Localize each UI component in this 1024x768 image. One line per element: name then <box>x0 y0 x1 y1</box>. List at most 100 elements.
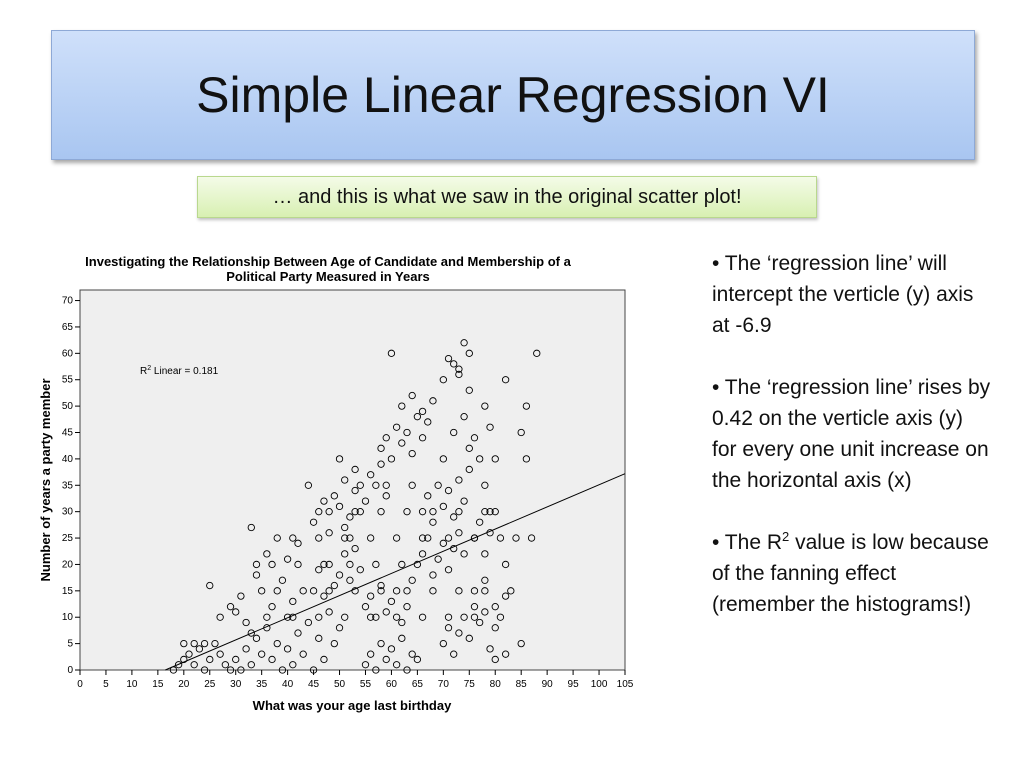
data-point <box>491 603 499 611</box>
data-point <box>315 534 323 542</box>
data-point <box>496 534 505 542</box>
data-point <box>367 592 375 600</box>
x-tick-label: 55 <box>360 679 372 690</box>
data-point <box>491 655 499 664</box>
data-point <box>330 639 338 648</box>
data-point <box>512 534 520 542</box>
data-point <box>372 613 380 621</box>
data-point <box>377 444 385 452</box>
data-point <box>216 650 224 658</box>
data-point <box>263 613 271 621</box>
data-point <box>372 481 380 489</box>
chart-title-line2: Political Party Measured in Years <box>226 269 430 284</box>
data-point <box>309 666 318 674</box>
data-point <box>522 402 531 410</box>
data-point <box>341 523 349 532</box>
data-point <box>403 428 411 437</box>
data-point <box>315 634 323 642</box>
data-point <box>330 581 338 590</box>
data-point <box>278 666 287 674</box>
data-point <box>372 560 380 569</box>
chart-title-line1: Investigating the Relationship Between A… <box>85 254 571 269</box>
data-point <box>258 650 266 658</box>
data-point <box>465 634 473 642</box>
data-point <box>418 407 427 416</box>
scatter-chart-svg: Investigating the Relationship Between A… <box>38 254 634 713</box>
data-point <box>455 476 463 484</box>
bullet-slope: • The ‘regression line’ rises by 0.42 on… <box>712 376 991 492</box>
data-point <box>387 455 396 463</box>
plot-area <box>79 289 626 671</box>
data-point <box>180 655 188 664</box>
data-point <box>481 608 489 616</box>
data-point <box>289 534 297 542</box>
data-point <box>273 639 281 648</box>
data-point <box>382 434 390 442</box>
x-tick-label: 15 <box>152 679 164 690</box>
data-point <box>335 624 344 632</box>
data-point <box>237 592 245 600</box>
scatter-chart: Investigating the Relationship Between A… <box>30 248 640 718</box>
data-point <box>367 613 375 621</box>
data-point <box>185 650 193 658</box>
x-tick-label: 20 <box>178 679 190 690</box>
y-tick-label: 35 <box>62 480 74 491</box>
data-point <box>398 402 406 410</box>
data-point <box>455 365 463 373</box>
data-point <box>429 587 437 595</box>
data-point <box>444 354 453 363</box>
y-tick-label: 45 <box>62 428 74 439</box>
data-point <box>252 634 261 642</box>
data-point <box>361 661 370 669</box>
r2-label-sup: 2 <box>147 365 151 372</box>
data-point <box>242 645 250 653</box>
data-point <box>439 502 447 511</box>
x-tick-label: 65 <box>412 679 424 690</box>
data-point <box>377 587 385 595</box>
data-point <box>403 603 411 611</box>
data-point <box>346 513 354 521</box>
bullet-r2-sup: 2 <box>782 529 790 544</box>
data-point <box>491 455 499 463</box>
data-point <box>351 544 359 553</box>
data-point <box>465 386 473 394</box>
data-point <box>481 576 489 584</box>
data-point <box>273 534 281 542</box>
data-point <box>434 481 442 489</box>
data-point <box>237 666 245 674</box>
r2-label-r: R <box>140 366 147 377</box>
data-point <box>372 666 380 674</box>
data-point <box>283 555 292 563</box>
x-tick-label: 0 <box>77 679 83 690</box>
data-point <box>283 645 292 653</box>
data-point <box>330 492 338 500</box>
data-point <box>501 592 510 600</box>
callout-text: … and this is what we saw in the origina… <box>272 185 742 208</box>
data-point <box>180 639 188 648</box>
y-tick-label: 65 <box>62 322 74 333</box>
data-point <box>439 455 447 463</box>
bullet-r2-post: value is low because of the fanning effe… <box>712 531 989 616</box>
data-point <box>486 508 494 516</box>
regression-line <box>165 473 626 671</box>
x-tick-label: 5 <box>103 679 109 690</box>
data-point <box>294 629 302 637</box>
data-point <box>325 508 333 516</box>
data-point <box>174 661 183 669</box>
data-point <box>289 661 297 669</box>
data-point <box>200 639 209 648</box>
data-point <box>356 481 364 489</box>
data-point <box>351 465 359 474</box>
data-point <box>289 597 297 606</box>
data-point <box>476 455 484 463</box>
data-point <box>247 523 255 532</box>
data-point <box>325 529 333 537</box>
data-point <box>481 508 489 516</box>
y-axis-label: Number of years a party member <box>38 378 53 581</box>
x-tick-label: 50 <box>334 679 346 690</box>
data-point <box>470 613 479 621</box>
data-point <box>320 655 328 664</box>
data-point <box>315 613 323 621</box>
data-point <box>346 534 354 542</box>
data-point <box>470 534 479 542</box>
